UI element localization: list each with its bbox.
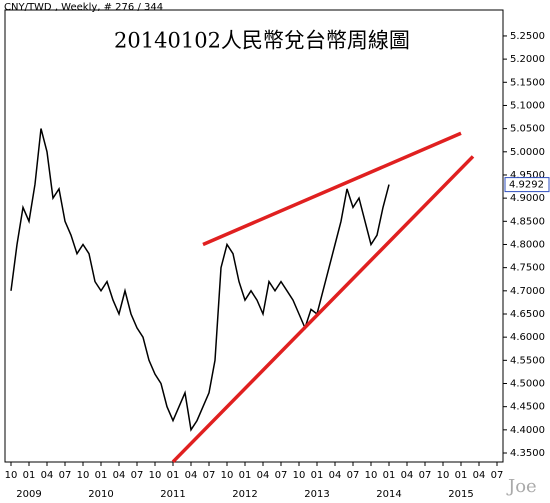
x-tick-label: 04	[185, 470, 198, 481]
year-label: 2015	[448, 489, 473, 500]
chart-title: 20140102人民幣兌台幣周線圖	[114, 29, 410, 53]
x-tick-label: 07	[131, 470, 144, 481]
last-value-label: 4.9292	[509, 180, 544, 191]
year-label: 2010	[88, 489, 113, 500]
x-tick-label: 04	[113, 470, 126, 481]
trendline	[202, 131, 462, 247]
year-label: 2011	[160, 489, 185, 500]
y-tick-label: 4.5000	[510, 379, 545, 390]
y-tick-label: 4.4500	[510, 402, 545, 413]
y-tick-label: 4.6000	[510, 332, 545, 343]
last-value-box	[504, 177, 550, 193]
x-tick-label: 10	[293, 470, 306, 481]
x-tick-label: 07	[203, 470, 216, 481]
x-tick-label: 04	[257, 470, 270, 481]
x-tick-label: 04	[41, 470, 54, 481]
y-tick-label: 4.7000	[510, 286, 545, 297]
x-tick-label: 01	[311, 470, 324, 481]
year-label: 2009	[16, 489, 41, 500]
y-tick-label: 5.0000	[510, 147, 545, 158]
y-tick-label: 4.5500	[510, 355, 545, 366]
x-tick-label: 01	[167, 470, 180, 481]
x-tick-label: 10	[221, 470, 234, 481]
x-tick-label: 07	[275, 470, 288, 481]
watermark: Joe	[506, 476, 537, 497]
y-tick-label: 4.4000	[510, 425, 545, 436]
x-tick-label: 01	[455, 470, 468, 481]
x-tick-label: 10	[365, 470, 378, 481]
year-label: 2013	[304, 489, 329, 500]
x-tick-label: 04	[401, 470, 414, 481]
x-tick-label: 07	[419, 470, 432, 481]
x-tick-label: 10	[437, 470, 450, 481]
y-tick-label: 5.2500	[510, 31, 545, 42]
y-tick-label: 5.1000	[510, 100, 545, 111]
y-tick-label: 4.8500	[510, 216, 545, 227]
y-tick-label: 4.9500	[510, 170, 545, 181]
x-tick-label: 10	[5, 470, 18, 481]
x-tick-label: 07	[347, 470, 360, 481]
x-tick-label: 10	[149, 470, 162, 481]
header: CNY/TWD , Weekly, # 276 / 344	[4, 2, 163, 13]
y-tick-label: 4.8000	[510, 239, 545, 250]
y-tick-label: 4.9000	[510, 193, 545, 204]
y-tick-label: 5.2000	[510, 54, 545, 65]
x-tick-label: 01	[23, 470, 36, 481]
y-tick-label: 4.7500	[510, 263, 545, 274]
price-line	[10, 128, 390, 432]
y-tick-label: 5.0500	[510, 124, 545, 135]
y-tick-label: 4.6500	[510, 309, 545, 320]
plot-frame	[4, 9, 504, 463]
x-tick-label: 10	[77, 470, 90, 481]
x-tick-label: 04	[329, 470, 342, 481]
x-tick-label: 07	[59, 470, 72, 481]
x-tick-label: 01	[383, 470, 396, 481]
y-tick-label: 4.3500	[510, 448, 545, 459]
year-label: 2012	[232, 489, 257, 500]
year-label: 2014	[376, 489, 401, 500]
x-tick-label: 07	[491, 470, 504, 481]
trendline	[171, 155, 475, 464]
x-tick-label: 01	[239, 470, 252, 481]
y-tick-label: 5.1500	[510, 77, 545, 88]
x-tick-label: 04	[473, 470, 486, 481]
x-tick-label: 01	[95, 470, 108, 481]
